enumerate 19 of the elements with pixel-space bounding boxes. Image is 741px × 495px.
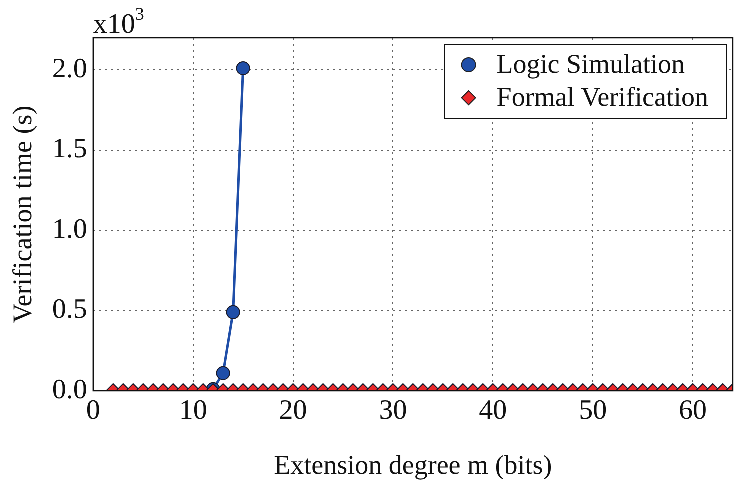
x-tick-label: 60 [679,395,708,426]
y-tick-label: 1.5 [52,134,88,165]
x-axis-title: Extension degree m (bits) [274,450,552,480]
x-tick-label: 20 [279,395,308,426]
point [216,366,230,380]
x-tick-label: 50 [579,395,608,426]
x-tick-label: 40 [479,395,508,426]
y-tick-label: 1.0 [52,214,88,245]
x-tick-label: 0 [86,395,100,426]
legend-label: Formal Verification [496,82,710,112]
y-tick-label: 0.0 [52,374,88,406]
legend-label: Logic Simulation [496,49,686,80]
y-tick-label: 0.5 [52,294,88,326]
x-tick-label: 30 [379,395,408,426]
point [226,305,240,320]
y-axis-title: Verification time (s) [7,106,38,324]
x-tick-label: 10 [179,395,208,426]
point [236,61,250,76]
y-tick-label: 2.0 [52,53,88,84]
